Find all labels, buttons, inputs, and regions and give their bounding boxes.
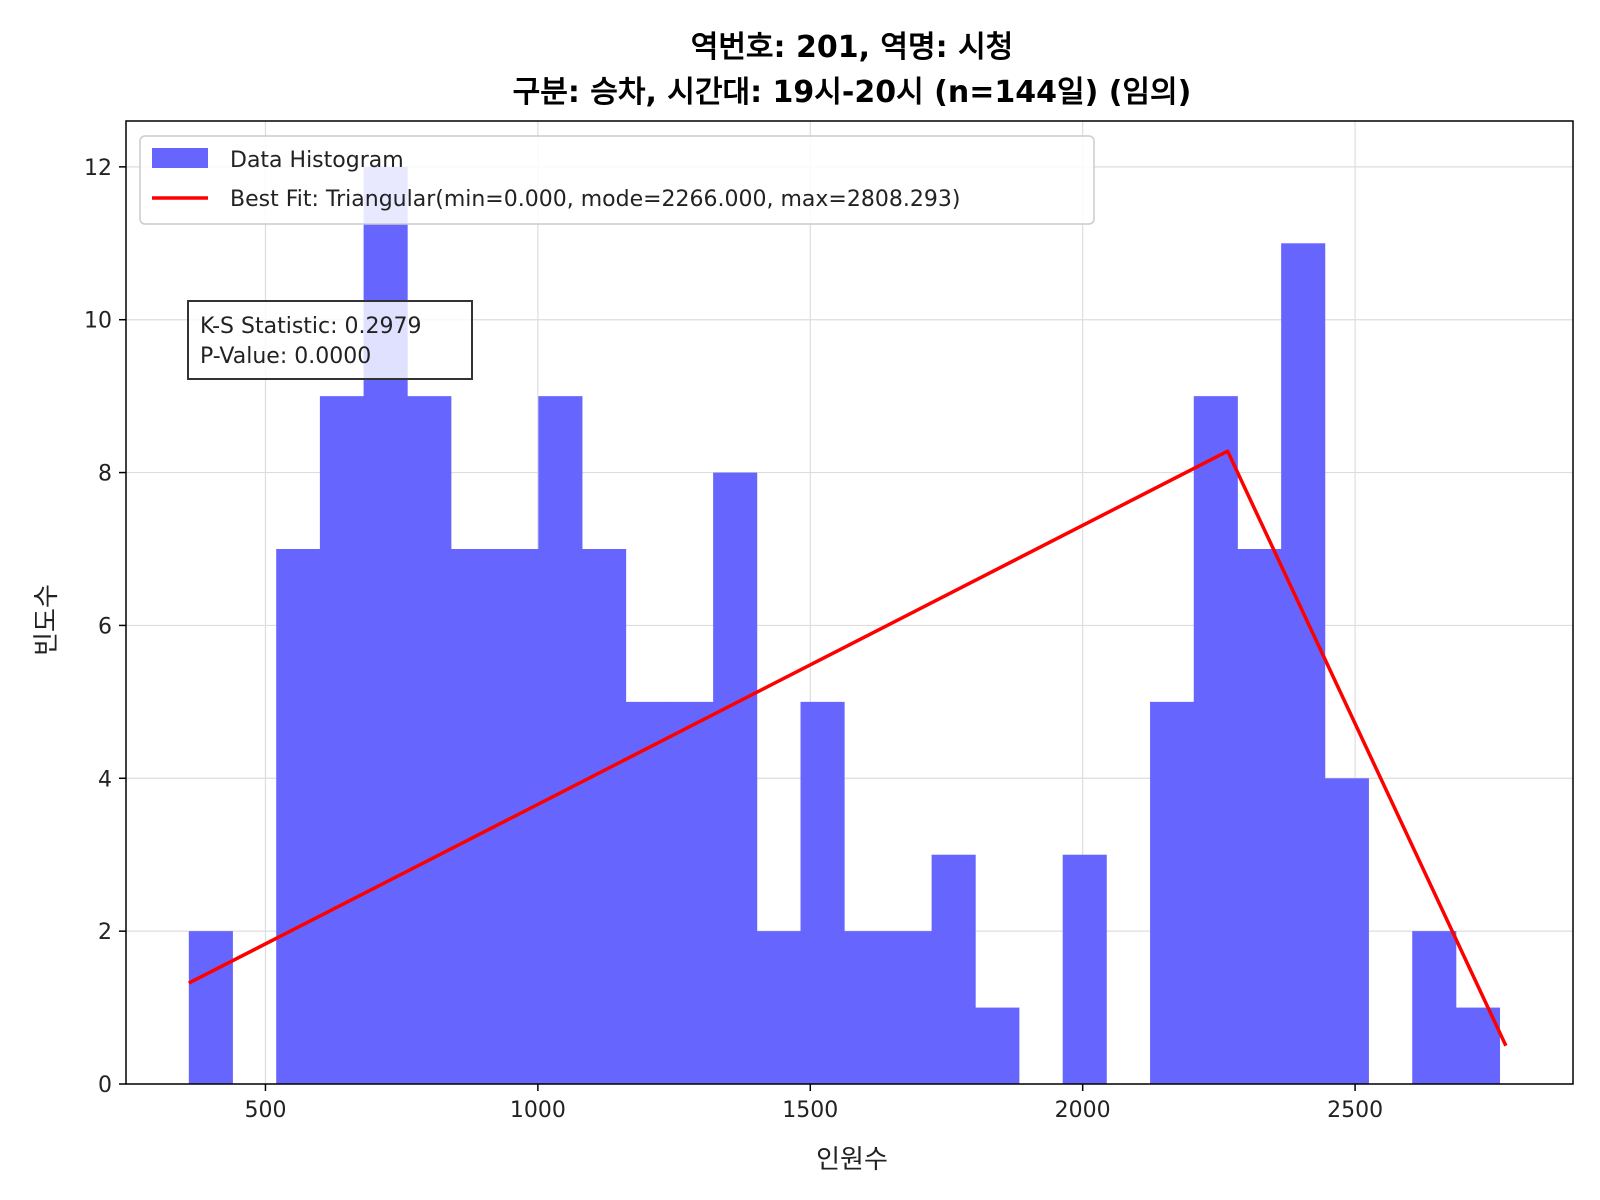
y-tick-label: 2 [98, 920, 112, 945]
histogram-bar [756, 931, 801, 1084]
histogram-bar [844, 931, 889, 1084]
legend: Data Histogram Best Fit: Triangular(min=… [139, 135, 1095, 225]
histogram-bar [975, 1007, 1020, 1084]
x-axis-label: 인원수 [816, 1145, 888, 1175]
histogram-bar [887, 931, 933, 1084]
histogram-bar [407, 396, 452, 1085]
histogram-bar [450, 549, 496, 1084]
histogram-bar [931, 854, 976, 1084]
fit-line [188, 449, 1508, 1047]
legend-fit-line-label: Best Fit: Triangular(min=0.000, mode=226… [230, 187, 960, 212]
axes: 500 1000 1500 2000 2500 0 2 4 6 8 10 12 [84, 120, 1574, 1123]
y-tick-label: 0 [98, 1073, 112, 1098]
legend-histogram-label: Data Histogram [230, 148, 404, 173]
fit-line-layer [188, 449, 1508, 1047]
y-tick-label: 8 [98, 462, 112, 487]
x-tick-label: 2000 [1055, 1098, 1111, 1123]
chart-title-line2: 구분: 승차, 시간대: 19시-20시 (n=144일) (임의) [513, 75, 1192, 110]
plot-frame [125, 120, 1574, 1085]
histogram-bar [582, 549, 627, 1084]
histogram-bar [713, 472, 758, 1085]
histogram-bar [538, 396, 583, 1085]
histogram-bar [669, 701, 714, 1084]
x-tick-label: 500 [244, 1098, 286, 1123]
histogram-bar [1281, 243, 1326, 1085]
histogram-bar [1324, 778, 1369, 1084]
y-tick-label: 6 [98, 614, 112, 639]
histogram-bar [1237, 549, 1282, 1084]
p-value-text: P-Value: 0.0000 [200, 344, 371, 369]
stats-box: K-S Statistic: 0.2979 P-Value: 0.0000 [187, 300, 473, 380]
y-tick-label: 10 [84, 309, 112, 334]
histogram-bar [1062, 854, 1107, 1084]
x-tick-label: 2500 [1327, 1098, 1383, 1123]
legend-frame [139, 135, 1095, 225]
histogram-bar [1193, 396, 1238, 1085]
ks-statistic-text: K-S Statistic: 0.2979 [200, 314, 422, 339]
histogram-bar [800, 701, 845, 1084]
y-tick-label: 4 [98, 767, 112, 792]
histogram-bar [1412, 931, 1457, 1084]
histogram-bar [276, 549, 321, 1084]
histogram-bar [188, 931, 233, 1084]
y-axis-label: 빈도수 [32, 584, 62, 656]
x-tick-label: 1000 [510, 1098, 566, 1123]
histogram-bar [319, 396, 364, 1085]
chart-title-line1: 역번호: 201, 역명: 시청 [691, 30, 1014, 65]
y-tick-label: 12 [84, 156, 112, 181]
histogram-bars [188, 166, 1501, 1085]
legend-histogram-swatch [152, 148, 208, 168]
x-tick-label: 1500 [782, 1098, 838, 1123]
histogram-bar [1150, 701, 1195, 1084]
histogram-bar [625, 701, 670, 1084]
stats-box-frame [187, 300, 473, 380]
